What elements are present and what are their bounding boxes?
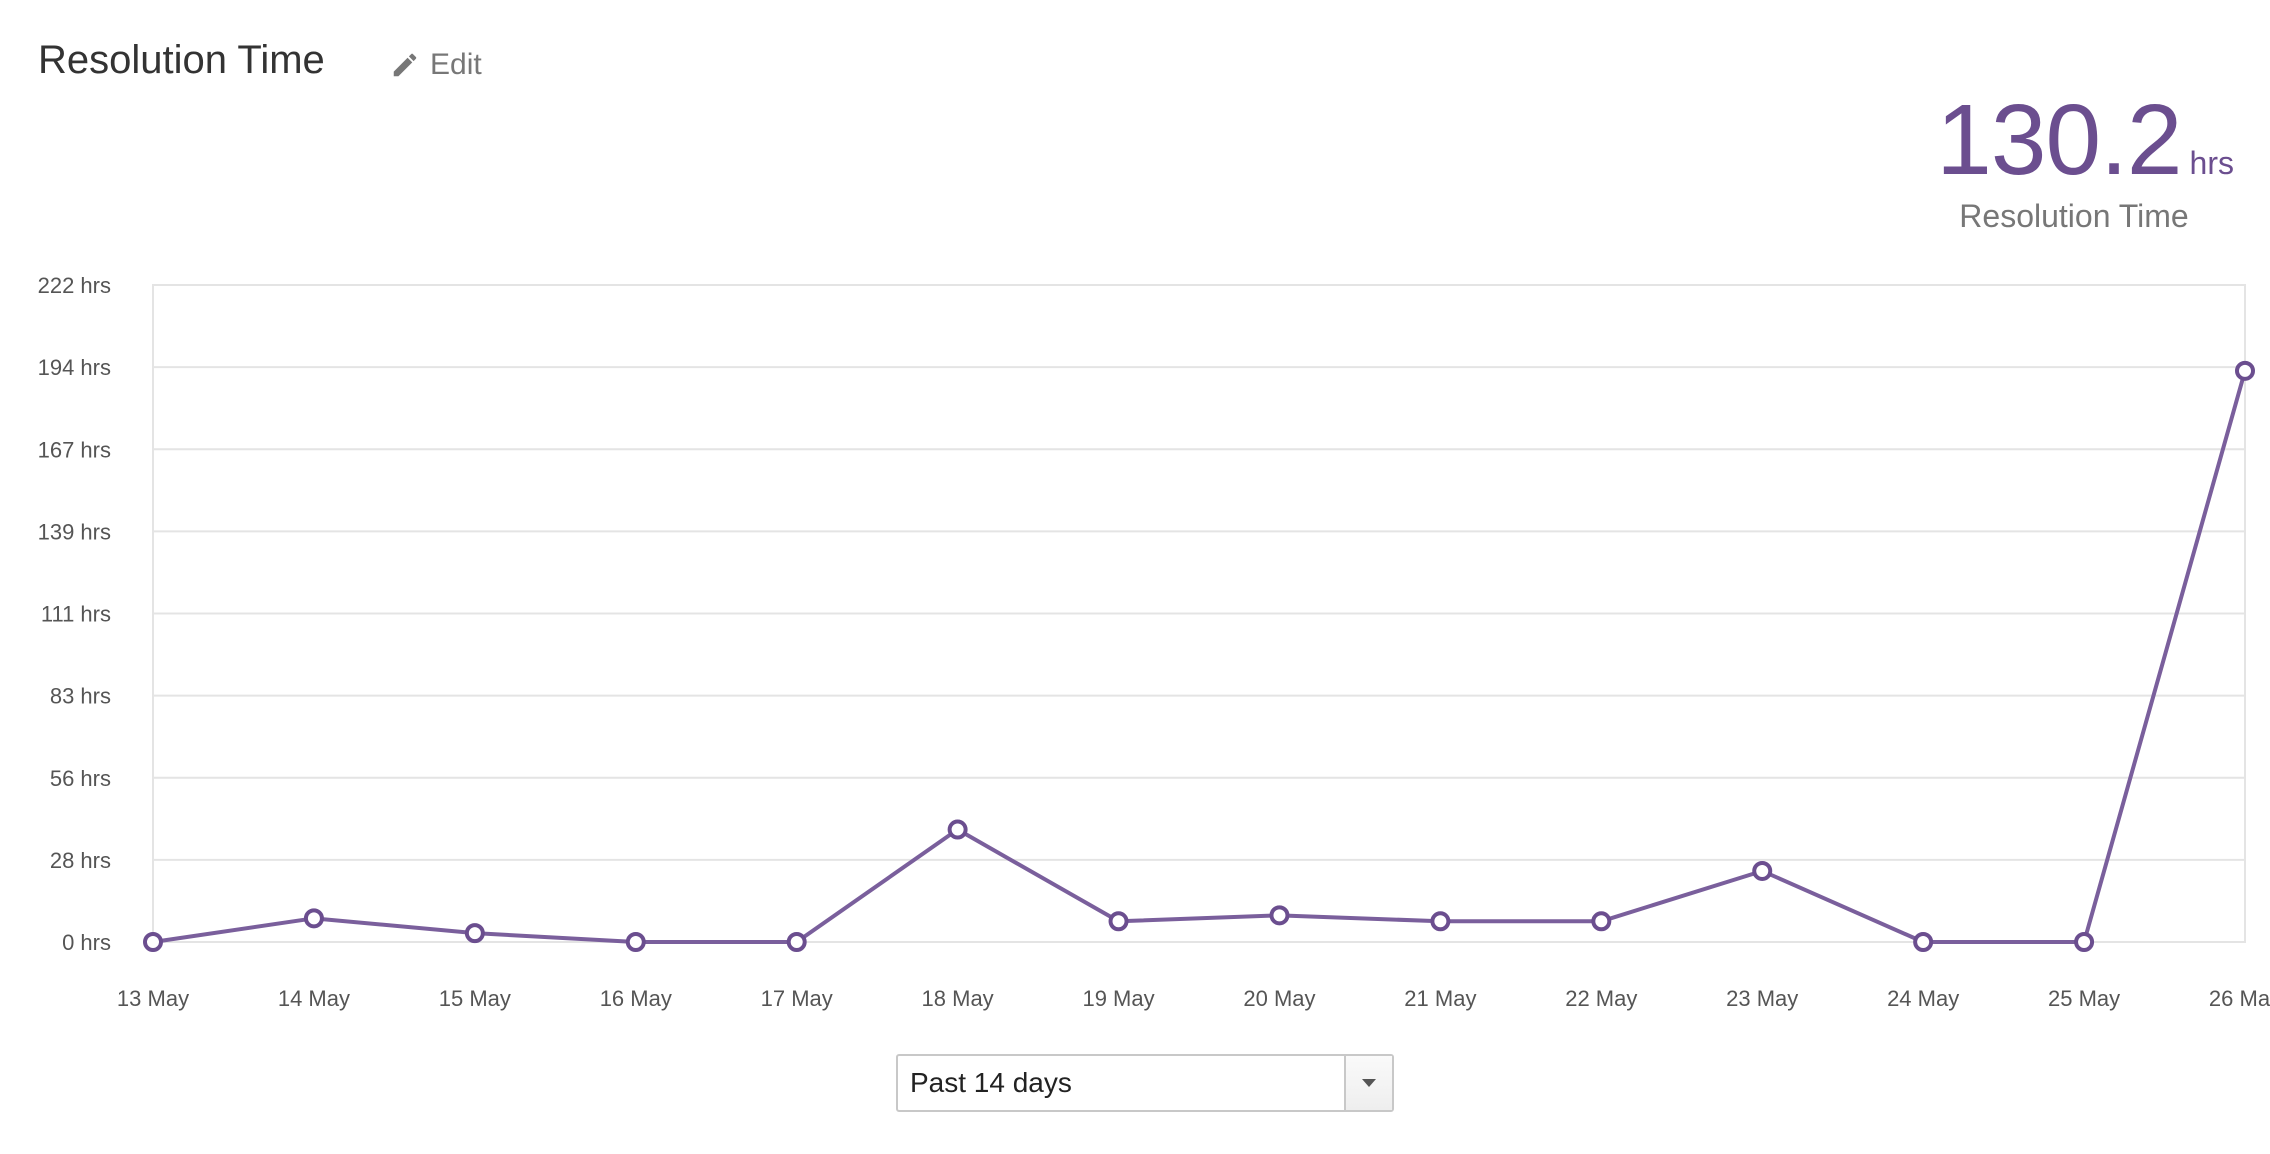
chart-series xyxy=(143,360,2255,952)
metric-label: Resolution Time xyxy=(1959,198,2189,234)
data-point[interactable] xyxy=(947,819,968,840)
x-axis-ticks: 13 May 14 May 15 May 16 May 17 May 18 May 19 M… xyxy=(117,986,2270,1011)
y-tick-label: 28 hrs xyxy=(50,848,111,873)
dropdown-toggle[interactable] xyxy=(1344,1056,1392,1110)
y-tick-label: 111 hrs xyxy=(41,602,111,627)
y-tick-label: 222 hrs xyxy=(38,273,111,298)
x-tick-label: 25 May xyxy=(2048,986,2120,1011)
data-point[interactable] xyxy=(1108,911,1129,932)
y-tick-label: 0 hrs xyxy=(62,930,111,955)
data-point[interactable] xyxy=(786,932,807,952)
x-tick-label: 18 May xyxy=(922,986,994,1011)
y-tick-label: 139 hrs xyxy=(38,519,111,544)
edit-label: Edit xyxy=(430,48,482,81)
x-tick-label: 14 May xyxy=(278,986,350,1011)
y-tick-label: 83 hrs xyxy=(50,684,111,709)
chevron-down-icon xyxy=(1362,1079,1376,1087)
x-tick-label: 24 May xyxy=(1887,986,1959,1011)
date-range-value: Past 14 days xyxy=(910,1067,1072,1098)
x-tick-label: 16 May xyxy=(600,986,672,1011)
y-axis-ticks: 0 hrs 28 hrs 56 hrs 83 hrs 111 hrs 139 hrs 167… xyxy=(38,273,111,955)
x-tick-label: 19 May xyxy=(1082,986,1154,1011)
date-range-select[interactable]: Past 14 days xyxy=(896,1054,1394,1112)
x-tick-label: 23 May xyxy=(1726,986,1798,1011)
data-point[interactable] xyxy=(625,932,646,952)
data-point[interactable] xyxy=(303,908,324,929)
metric-unit: hrs xyxy=(2189,145,2234,181)
y-tick-label: 56 hrs xyxy=(50,766,111,791)
data-point[interactable] xyxy=(2074,932,2095,952)
data-point[interactable] xyxy=(143,932,163,952)
series-line xyxy=(152,370,2247,944)
resolution-time-line-chart: 0 hrs 28 hrs 56 hrs 83 hrs 111 hrs 139 hrs 167… xyxy=(38,273,2270,1011)
y-tick-label: 167 hrs xyxy=(38,437,111,462)
data-point[interactable] xyxy=(1591,911,1612,932)
chart-grid xyxy=(152,284,2246,943)
page-title: Resolution Time xyxy=(38,38,325,82)
x-tick-label: 22 May xyxy=(1565,986,1637,1011)
pencil-icon xyxy=(390,50,420,80)
x-tick-label: 17 May xyxy=(761,986,833,1011)
x-tick-label: 21 May xyxy=(1404,986,1476,1011)
metric-value: 130.2 xyxy=(1936,84,2182,196)
data-point[interactable] xyxy=(2235,360,2255,381)
data-point[interactable] xyxy=(1752,860,1773,881)
data-point[interactable] xyxy=(1269,905,1290,926)
data-point[interactable] xyxy=(1913,932,1934,952)
data-point[interactable] xyxy=(464,923,485,944)
metric-summary: 130.2 hrs Resolution Time xyxy=(1814,90,2234,235)
x-tick-label: 20 May xyxy=(1243,986,1315,1011)
x-tick-label: 15 May xyxy=(439,986,511,1011)
y-tick-label: 194 hrs xyxy=(38,355,111,380)
x-tick-label: 26 May xyxy=(2209,986,2270,1011)
data-point[interactable] xyxy=(1430,911,1451,932)
x-tick-label: 13 May xyxy=(117,986,189,1011)
edit-button[interactable]: Edit xyxy=(390,48,482,82)
